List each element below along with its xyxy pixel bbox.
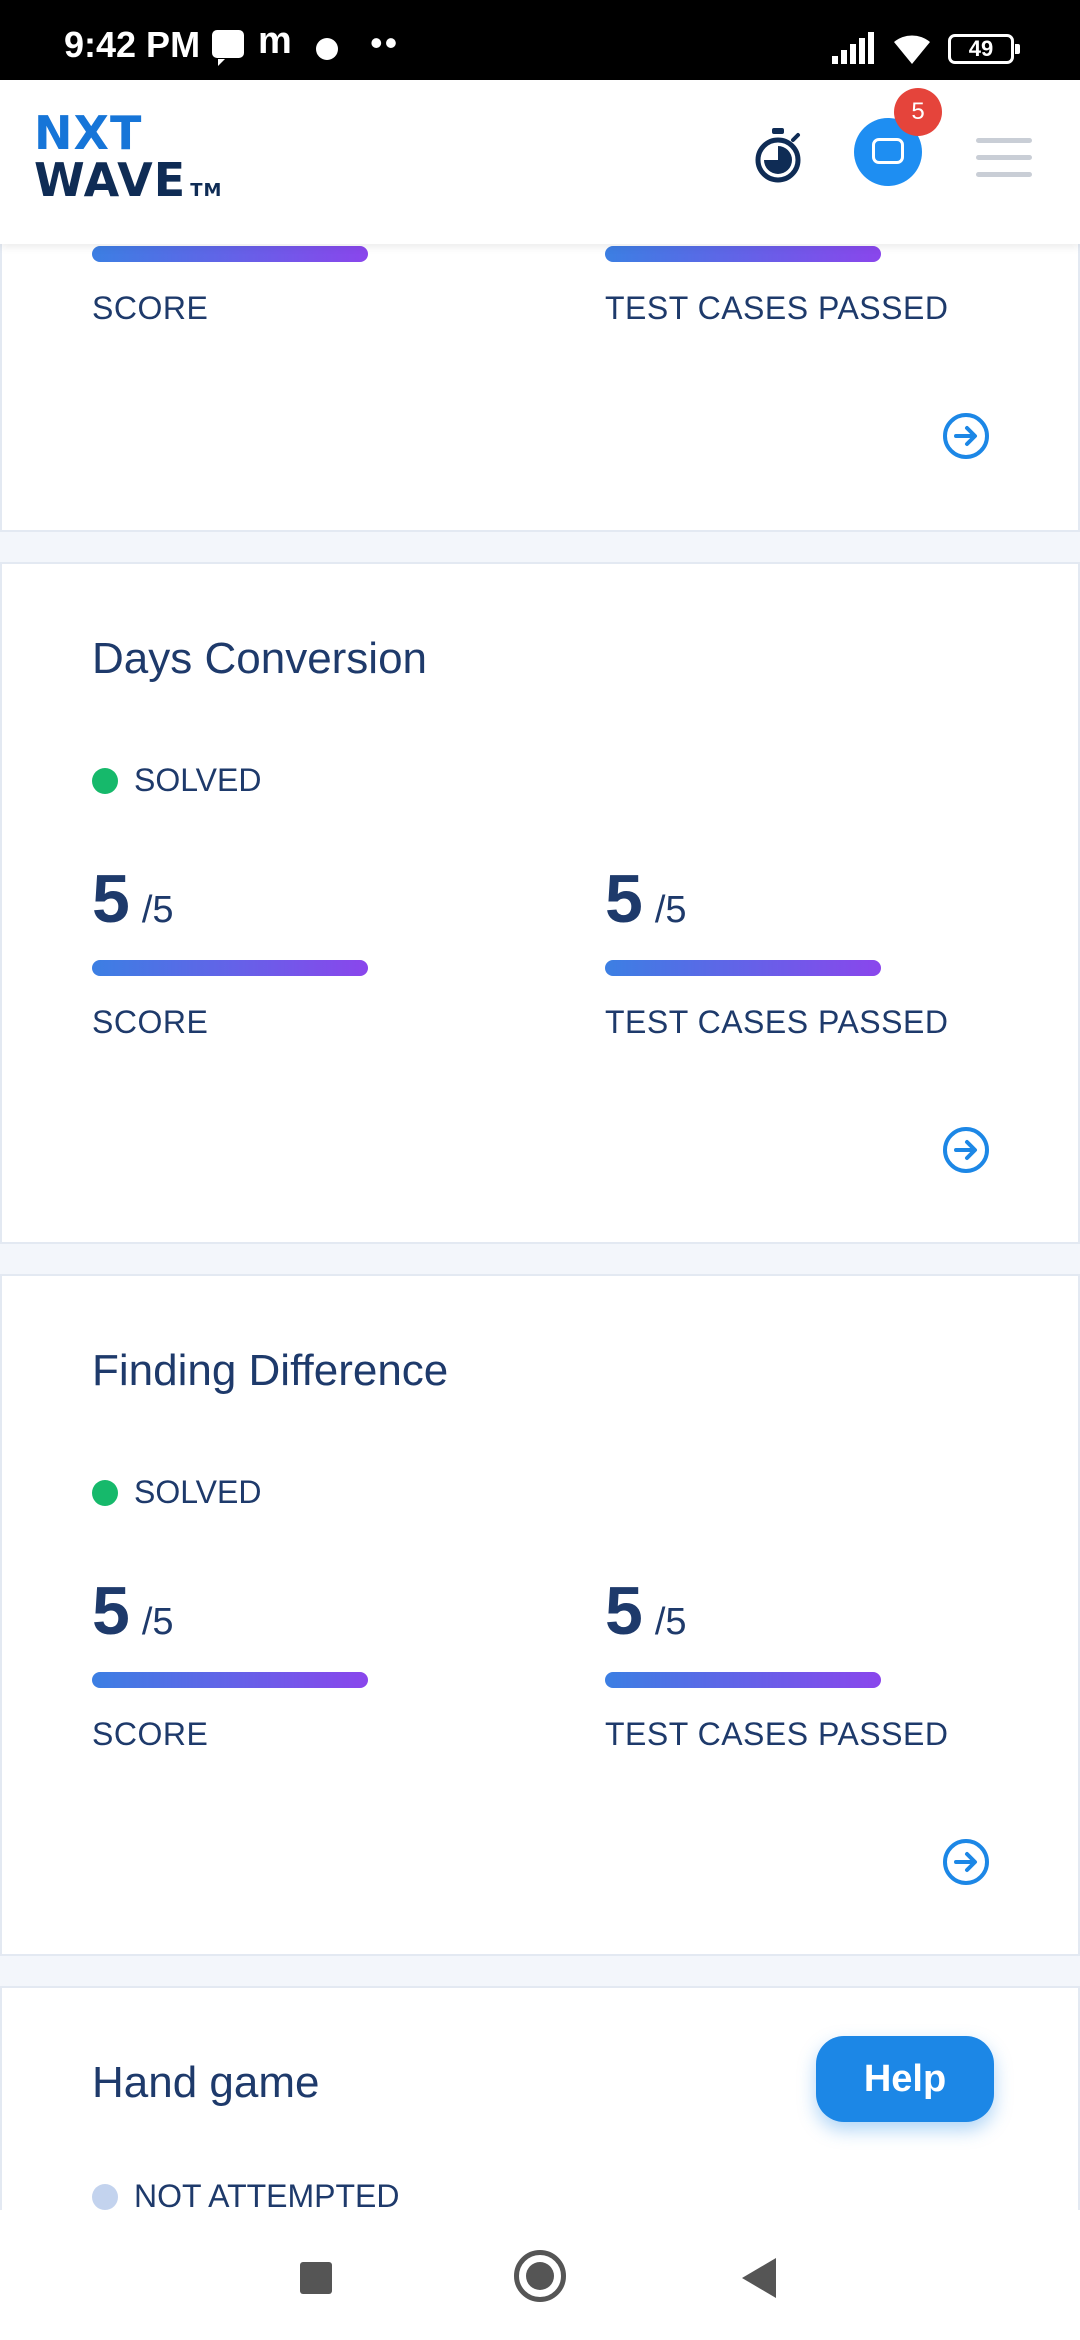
tests-value: 5 (605, 1573, 643, 1649)
score-total: /5 (141, 1601, 174, 1643)
question-title: Hand game (92, 2058, 320, 2107)
question-card: Finding Difference SOLVED 5/5 5/5 SCORE … (0, 1274, 1080, 1956)
score-progress-bar (92, 1672, 368, 1688)
more-notifications-icon: •• (370, 22, 400, 63)
tests-total: /5 (654, 889, 687, 931)
tests-label: TEST CASES PASSED (605, 1004, 949, 1040)
question-card: Days Conversion SOLVED 5/5 5/5 SCORE TES… (0, 562, 1080, 1244)
status-indicator: NOT ATTEMPTED (92, 2178, 400, 2210)
help-button[interactable]: Help (816, 2036, 994, 2122)
status-text: NOT ATTEMPTED (134, 2178, 400, 2210)
logo-tm: TM (190, 180, 223, 201)
score-progress-bar (92, 246, 368, 262)
tests-total: /5 (654, 1601, 687, 1643)
status-bar: 9:42 PM m •• 49 (0, 0, 1080, 80)
tests-label: TEST CASES PASSED (605, 290, 949, 326)
logo-line1: NXT (34, 106, 143, 160)
notification-badge: 5 (894, 88, 942, 136)
chat-button[interactable] (854, 118, 922, 186)
battery-icon: 49 (948, 34, 1020, 64)
score-metric: 5/5 (92, 860, 174, 938)
tests-progress-bar (605, 246, 881, 262)
system-navigation-bar (0, 2210, 1080, 2340)
score-label: SCORE (92, 1004, 209, 1040)
status-text: SOLVED (134, 762, 262, 798)
wifi-icon (894, 35, 930, 64)
score-value: 5 (92, 861, 130, 937)
arrow-right-circle-icon[interactable] (942, 1838, 990, 1886)
arrow-right-circle-icon[interactable] (942, 1126, 990, 1174)
app-m-notification-icon: m (258, 20, 292, 62)
home-icon[interactable] (514, 2250, 566, 2302)
score-progress-bar (92, 960, 368, 976)
question-title: Finding Difference (92, 1346, 449, 1395)
score-label: SCORE (92, 290, 209, 326)
tests-label: TEST CASES PASSED (605, 1716, 949, 1752)
status-indicator: SOLVED (92, 762, 261, 799)
score-value: 5 (92, 1573, 130, 1649)
hamburger-menu-icon[interactable] (976, 138, 1032, 178)
status-indicator: SOLVED (92, 1474, 261, 1511)
tests-metric: 5/5 (605, 1572, 687, 1650)
arrow-right-circle-icon[interactable] (942, 412, 990, 460)
score-label: SCORE (92, 1716, 209, 1752)
score-metric: 5/5 (92, 1572, 174, 1650)
app-header: NXT WAVE TM 5 (0, 80, 1080, 244)
tests-value: 5 (605, 861, 643, 937)
tests-metric: 5/5 (605, 860, 687, 938)
signal-icon (832, 32, 876, 64)
tests-progress-bar (605, 960, 881, 976)
solved-dot-icon (92, 1479, 118, 1506)
stopwatch-icon[interactable] (752, 126, 804, 186)
status-time: 9:42 PM (64, 24, 201, 65)
chat-icon (872, 138, 904, 164)
nxtwave-logo[interactable]: NXT WAVE TM (34, 110, 222, 215)
question-title: Days Conversion (92, 634, 428, 683)
score-total: /5 (141, 889, 174, 931)
tests-progress-bar (605, 1672, 881, 1688)
solved-dot-icon (92, 767, 118, 794)
results-list[interactable]: SCORE TEST CASES PASSED Days Conversion … (0, 244, 1080, 2210)
status-text: SOLVED (134, 1474, 262, 1510)
message-notification-icon (212, 30, 244, 66)
not-attempted-dot-icon (92, 2183, 118, 2210)
logo-line2: WAVE (34, 153, 187, 207)
app-notification-icon (316, 38, 338, 60)
back-icon[interactable] (742, 2258, 776, 2298)
question-card: SCORE TEST CASES PASSED (0, 244, 1080, 532)
recents-icon[interactable] (300, 2262, 332, 2294)
battery-level: 49 (968, 36, 994, 61)
